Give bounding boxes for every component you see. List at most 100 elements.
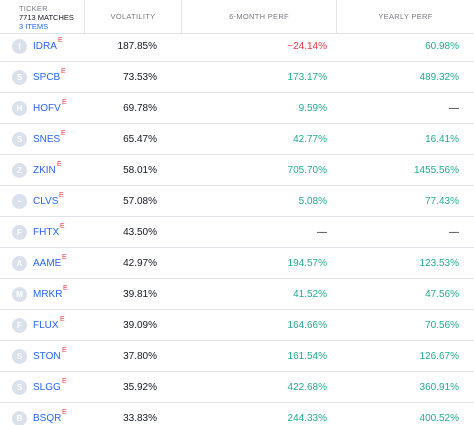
volatility-cell: 57.08% [123, 196, 157, 207]
exchange-badge: E [59, 192, 64, 199]
ticker-symbol-link[interactable]: FLUX [33, 320, 59, 331]
ticker-symbol-link[interactable]: BSQR [33, 413, 62, 424]
company-logo-icon: A [12, 256, 27, 271]
ticker-symbol-link[interactable]: SNES [33, 134, 61, 145]
table-row[interactable]: M MRKR E 39.81% 41.52% 47.56% [0, 279, 474, 310]
yearly-perf-cell: 1455.56% [413, 165, 459, 176]
yearly-perf-cell: 400.52% [419, 413, 459, 424]
ticker-symbol-link[interactable]: SLGG [33, 382, 61, 393]
matches-count: 7713 MATCHES [19, 13, 74, 22]
volatility-cell: 33.83% [123, 413, 157, 424]
volatility-cell: 42.97% [123, 258, 157, 269]
six-month-perf-cell: 5.08% [298, 196, 327, 207]
table-row[interactable]: S SPCB E 73.53% 173.17% 489.32% [0, 62, 474, 93]
six-month-perf-cell: 173.17% [287, 72, 327, 83]
yearly-perf-cell: 126.67% [419, 351, 459, 362]
yearly-perf-cell: 70.56% [425, 320, 459, 331]
column-header-ticker[interactable]: TICKER 7713 MATCHES 3 ITEMS [0, 0, 84, 34]
volatility-cell: 43.50% [123, 227, 157, 238]
ticker-symbol-link[interactable]: STON [33, 351, 61, 362]
table-row[interactable]: A AAME E 42.97% 194.57% 123.53% [0, 248, 474, 279]
volatility-cell: 69.78% [123, 103, 157, 114]
six-month-perf-cell: 705.70% [287, 165, 327, 176]
company-logo-icon: I [12, 39, 27, 54]
yearly-perf-cell: 360.91% [419, 382, 459, 393]
ticker-symbol-link[interactable]: FHTX [33, 227, 60, 238]
company-logo-icon: F [12, 318, 27, 333]
six-month-perf-cell: 164.66% [287, 320, 327, 331]
ticker-symbol-link[interactable]: SPCB [33, 72, 61, 83]
ticker-symbol-link[interactable]: MRKR [33, 289, 63, 300]
exchange-badge: E [57, 161, 62, 168]
volatility-cell: 35.92% [123, 382, 157, 393]
exchange-badge: E [61, 68, 66, 75]
company-logo-icon: S [12, 380, 27, 395]
six-month-perf-cell: 42.77% [293, 134, 327, 145]
company-logo-icon: H [12, 101, 27, 116]
company-logo-icon: F [12, 225, 27, 240]
ticker-header-label: TICKER [19, 4, 48, 13]
table-row[interactable]: F FLUX E 39.09% 164.66% 70.56% [0, 310, 474, 341]
six-month-perf-cell: 422.68% [287, 382, 327, 393]
exchange-badge: E [60, 223, 65, 230]
volatility-cell: 37.80% [123, 351, 157, 362]
six-month-perf-cell: −24.14% [287, 41, 327, 52]
table-row[interactable]: S STON E 37.80% 161.54% 126.67% [0, 341, 474, 372]
company-logo-icon: S [12, 132, 27, 147]
table-row[interactable]: S SNES E 65.47% 42.77% 16.41% [0, 124, 474, 155]
yearly-perf-cell: 47.56% [425, 289, 459, 300]
table-header: TICKER 7713 MATCHES 3 ITEMS VOLATILITY 6… [0, 0, 474, 34]
exchange-badge: E [61, 130, 66, 137]
ticker-symbol-link[interactable]: ZKIN [33, 165, 56, 176]
exchange-badge: E [58, 37, 63, 44]
volatility-cell: 58.01% [123, 165, 157, 176]
volatility-cell: 39.81% [123, 289, 157, 300]
table-row[interactable]: B BSQR E 33.83% 244.33% 400.52% [0, 403, 474, 425]
company-logo-icon: M [12, 287, 27, 302]
table-row[interactable]: ~ CLVS E 57.08% 5.08% 77.43% [0, 186, 474, 217]
column-header-6-month-perf[interactable]: 6-MONTH PERF [181, 0, 336, 34]
company-logo-icon: S [12, 70, 27, 85]
exchange-badge: E [60, 316, 65, 323]
column-header-yearly-perf[interactable]: YEARLY PERF [336, 0, 474, 34]
yearly-perf-cell: 60.98% [425, 41, 459, 52]
six-month-perf-cell: 194.57% [287, 258, 327, 269]
six-month-perf-cell: — [317, 227, 327, 238]
volatility-cell: 65.47% [123, 134, 157, 145]
exchange-badge: E [62, 99, 67, 106]
ticker-symbol-link[interactable]: IDRA [33, 41, 57, 52]
exchange-badge: E [63, 285, 68, 292]
yearly-perf-cell: 77.43% [425, 196, 459, 207]
six-month-perf-cell: 9.59% [298, 103, 327, 114]
company-logo-icon: Z [12, 163, 27, 178]
table-row[interactable]: F FHTX E 43.50% — — [0, 217, 474, 248]
items-count[interactable]: 3 ITEMS [19, 22, 49, 31]
exchange-badge: E [62, 347, 67, 354]
six-month-perf-cell: 244.33% [287, 413, 327, 424]
yearly-perf-cell: 489.32% [419, 72, 459, 83]
six-month-perf-cell: 161.54% [287, 351, 327, 362]
table-row[interactable]: H HOFV E 69.78% 9.59% — [0, 93, 474, 124]
exchange-badge: E [62, 378, 67, 385]
six-month-perf-cell: 41.52% [293, 289, 327, 300]
company-logo-icon: ~ [12, 194, 27, 209]
yearly-perf-cell: 123.53% [419, 258, 459, 269]
volatility-cell: 187.85% [117, 41, 157, 52]
volatility-cell: 39.09% [123, 320, 157, 331]
company-logo-icon: B [12, 411, 27, 425]
column-header-volatility[interactable]: VOLATILITY [84, 0, 181, 34]
yearly-perf-cell: — [449, 227, 459, 238]
yearly-perf-cell: 16.41% [425, 134, 459, 145]
yearly-perf-cell: — [449, 103, 459, 114]
table-row[interactable]: I IDRA E 187.85% −24.14% 60.98% [0, 31, 474, 62]
ticker-symbol-link[interactable]: HOFV [33, 103, 61, 114]
volatility-cell: 73.53% [123, 72, 157, 83]
ticker-symbol-link[interactable]: AAME [33, 258, 62, 269]
ticker-symbol-link[interactable]: CLVS [33, 196, 59, 207]
table-row[interactable]: Z ZKIN E 58.01% 705.70% 1455.56% [0, 155, 474, 186]
company-logo-icon: S [12, 349, 27, 364]
exchange-badge: E [62, 254, 67, 261]
table-row[interactable]: S SLGG E 35.92% 422.68% 360.91% [0, 372, 474, 403]
exchange-badge: E [62, 409, 67, 416]
